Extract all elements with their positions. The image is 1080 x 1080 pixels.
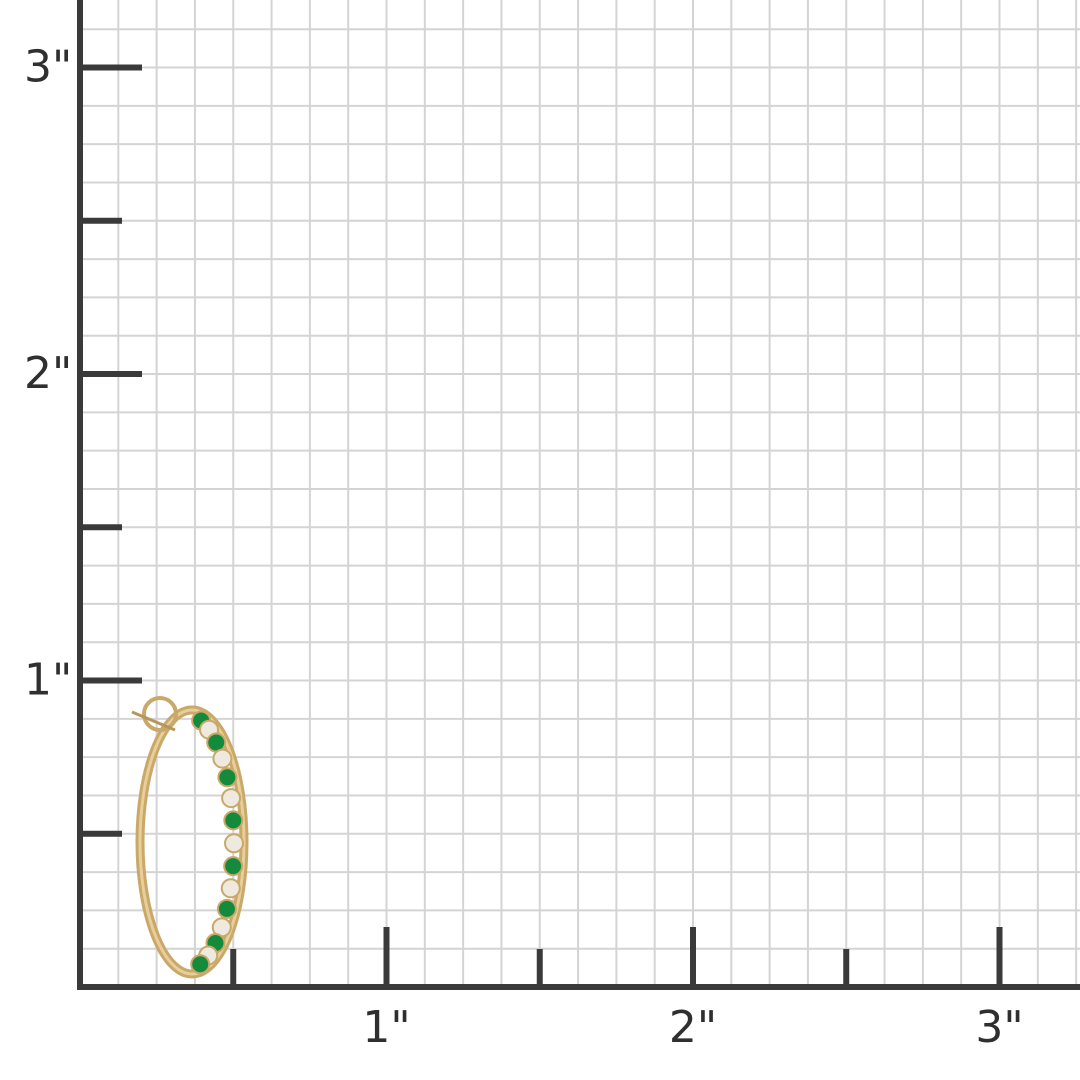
diamond xyxy=(223,833,244,854)
y-tick-label: 2" xyxy=(24,348,72,399)
emerald xyxy=(190,954,211,975)
diamond xyxy=(212,748,233,769)
x-tick-label: 3" xyxy=(975,1002,1023,1053)
emerald xyxy=(216,898,237,919)
x-tick-label: 1" xyxy=(362,1002,410,1053)
emerald xyxy=(223,856,244,877)
diamond xyxy=(220,878,241,899)
y-tick-label: 3" xyxy=(24,42,72,93)
y-tick-label: 1" xyxy=(24,655,72,706)
ticks xyxy=(80,64,1003,987)
clasp xyxy=(142,696,178,732)
emerald xyxy=(217,767,238,788)
diamond xyxy=(221,788,242,809)
grid xyxy=(80,0,1080,987)
post xyxy=(131,710,176,732)
labels: 1" 2" 3" 1" 2" 3" xyxy=(24,42,1024,1054)
stones xyxy=(190,710,244,975)
emerald xyxy=(223,810,244,831)
earring xyxy=(131,696,249,979)
x-tick-label: 2" xyxy=(669,1002,717,1053)
hoop-shine xyxy=(138,708,246,976)
